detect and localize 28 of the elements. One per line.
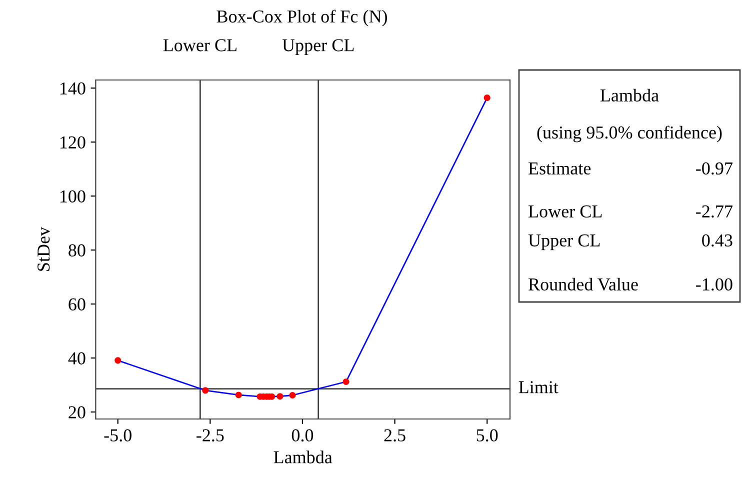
text: Lower CL [528,205,602,218]
y-tick-label: 40 [68,352,86,364]
x-tick-label: 0.0 [292,429,314,442]
x-tick-label: 2.5 [384,429,406,442]
x-tick-label: -5.0 [104,429,132,442]
text: -0.97 [696,162,732,175]
y-tick-label: 80 [68,244,86,256]
text: -1.00 [696,278,732,291]
x-tick-label: 5.0 [476,429,498,442]
text: -2.77 [696,205,732,218]
text: Estimate [528,162,591,175]
text: 0.43 [702,234,732,247]
ref-line-label: Limit [518,381,558,394]
y-tick-label: 60 [68,298,86,310]
text: (using 95.0% confidence) [537,126,722,142]
text: Upper CL [528,234,600,250]
ref-line-label: Upper CL [282,39,354,55]
y-axis-title: StDev [38,226,50,271]
chart-title: Box-Cox Plot of Fc (N) [216,10,387,26]
y-tick-label: 120 [60,136,86,149]
x-axis-title: Lambda [274,450,332,464]
ref-line-label: Lower CL [163,39,236,52]
text: Rounded Value [528,278,638,291]
y-tick-label: 20 [68,406,86,418]
y-tick-label: 140 [60,82,86,95]
text: Lambda [600,88,659,102]
y-tick-label: 100 [60,190,86,202]
x-tick-label: -2.5 [196,429,224,442]
